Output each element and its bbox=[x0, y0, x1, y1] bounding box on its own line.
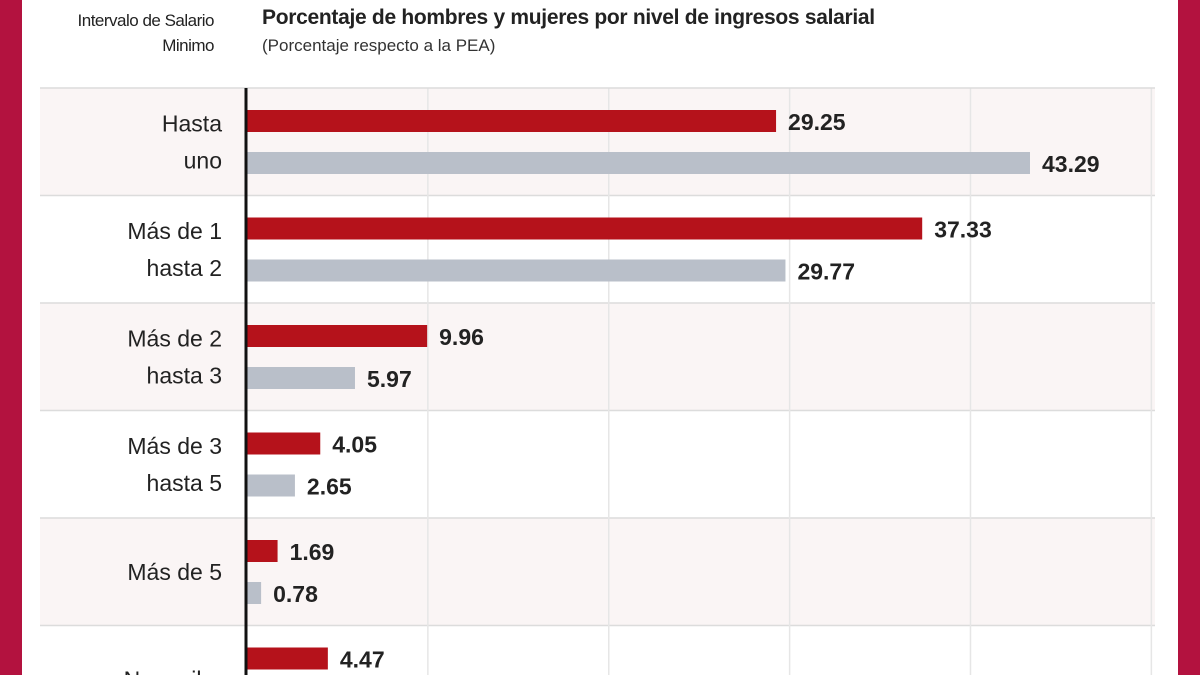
data-label: 37.33 bbox=[934, 217, 992, 243]
bar bbox=[247, 367, 355, 389]
category-label: Más de 3 bbox=[127, 433, 222, 459]
category-label: uno bbox=[184, 147, 222, 173]
category-label: No recibe bbox=[124, 666, 222, 675]
data-label: 5.97 bbox=[367, 366, 412, 392]
category-label: Más de 1 bbox=[127, 218, 222, 244]
bar bbox=[247, 474, 295, 497]
data-label: 4.47 bbox=[340, 647, 385, 673]
data-label: 43.29 bbox=[1042, 151, 1100, 177]
data-label: 9.96 bbox=[439, 324, 484, 350]
chart-subtitle: (Porcentaje respecto a la PEA) bbox=[262, 36, 496, 55]
right-frame bbox=[1178, 0, 1200, 675]
category-label: Más de 2 bbox=[127, 325, 222, 351]
bar bbox=[247, 432, 321, 455]
bar bbox=[247, 582, 262, 604]
data-label: 0.78 bbox=[273, 581, 318, 607]
row-band bbox=[40, 88, 1155, 196]
data-label: 1.69 bbox=[290, 539, 335, 565]
bar bbox=[247, 540, 278, 562]
data-label: 4.05 bbox=[332, 432, 377, 458]
bar bbox=[247, 217, 923, 240]
left-frame bbox=[0, 0, 22, 675]
chart-title: Porcentaje de hombres y mujeres por nive… bbox=[262, 6, 875, 29]
data-label: 29.77 bbox=[797, 259, 855, 285]
row-band bbox=[40, 303, 1155, 411]
data-label: 2.65 bbox=[307, 474, 352, 500]
category-label: hasta 5 bbox=[147, 470, 222, 496]
bar bbox=[247, 110, 777, 132]
bar bbox=[247, 325, 428, 347]
category-label: hasta 3 bbox=[147, 362, 222, 388]
row-band bbox=[40, 518, 1155, 626]
category-label: Más de 5 bbox=[127, 559, 222, 585]
bar bbox=[247, 647, 328, 670]
category-label: hasta 2 bbox=[147, 255, 222, 281]
bar bbox=[247, 259, 786, 282]
category-label: Hasta bbox=[162, 110, 222, 136]
data-label: 29.25 bbox=[788, 109, 846, 135]
y-axis-heading: Intervalo de Salario Minimo bbox=[77, 11, 215, 55]
bar bbox=[247, 152, 1030, 174]
